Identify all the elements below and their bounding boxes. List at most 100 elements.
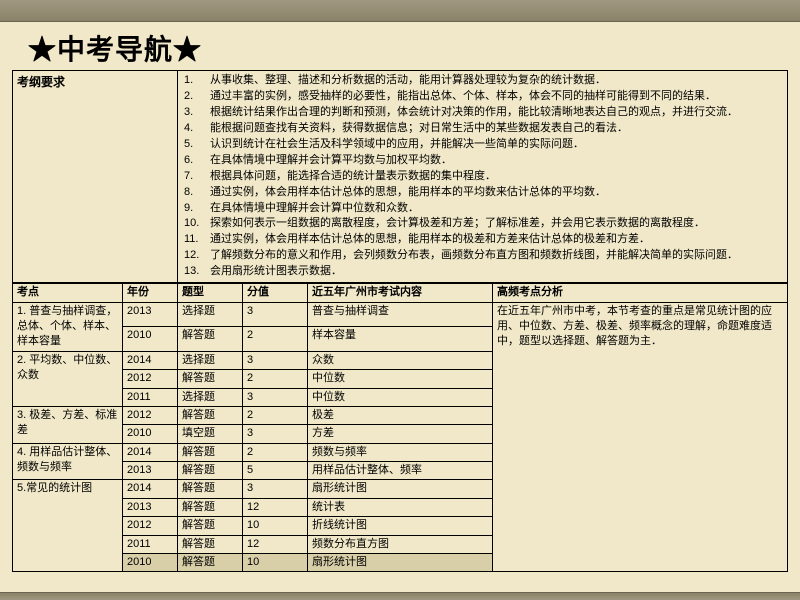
requirement-item: 9.在具体情境中理解并会计算中位数和众数． [182,201,783,217]
topic-cell: 1. 普查与抽样调查，总体、个体、样本、样本容量 [13,302,123,351]
requirements-cell: 1.从事收集、整理、描述和分析数据的活动，能用计算器处理较为复杂的统计数据．2.… [178,71,788,283]
requirement-number: 9. [182,201,210,217]
cell-tx: 解答题 [178,443,243,461]
cell-nr: 扇形统计图 [308,480,493,498]
requirement-text: 在具体情境中理解并会计算中位数和众数． [210,201,783,217]
requirement-text: 通过实例，体会用样本估计总体的思想，能用样本的极差和方差来估计总体的极差和方差． [210,232,783,248]
requirement-text: 了解频数分布的意义和作用，会列频数分布表，画频数分布直方图和频数折线图，并能解决… [210,248,783,264]
requirement-item: 10.探索如何表示一组数据的离散程度，会计算极差和方差；了解标准差，并会用它表示… [182,216,783,232]
col-header-year: 年份 [123,284,178,302]
cell-fz: 10 [243,517,308,535]
cell-fz: 2 [243,327,308,352]
cell-fz: 3 [243,425,308,443]
cell-tx: 选择题 [178,351,243,369]
requirement-text: 根据具体问题，能选择合适的统计量表示数据的集中程度． [210,169,783,185]
requirement-item: 8.通过实例，体会用样本估计总体的思想，能用样本的平均数来估计总体的平均数． [182,185,783,201]
bottom-gradient-bar [0,592,800,600]
requirement-text: 能根据问题查找有关资料，获得数据信息；对日常生活中的某些数据发表自己的看法． [210,121,783,137]
topic-cell: 2. 平均数、中位数、众数 [13,351,123,406]
cell-fz: 3 [243,480,308,498]
requirement-item: 1.从事收集、整理、描述和分析数据的活动，能用计算器处理较为复杂的统计数据． [182,73,783,89]
cell-nr: 折线统计图 [308,517,493,535]
requirement-number: 6. [182,153,210,169]
kaodian-table: 考点 年份 题型 分值 近五年广州市考试内容 高频考点分析 1. 普查与抽样调查… [12,283,788,572]
requirement-item: 5.认识到统计在社会生活及科学领域中的应用，并能解决一些简单的实际问题． [182,137,783,153]
requirement-item: 11.通过实例，体会用样本估计总体的思想，能用样本的极差和方差来估计总体的极差和… [182,232,783,248]
cell-yr: 2010 [123,554,178,572]
cell-fz: 3 [243,351,308,369]
cell-nr: 统计表 [308,498,493,516]
requirement-number: 1. [182,73,210,89]
requirement-item: 12.了解频数分布的意义和作用，会列频数分布表，画频数分布直方图和频数折线图，并… [182,248,783,264]
requirement-number: 5. [182,137,210,153]
requirement-item: 2.通过丰富的实例，感受抽样的必要性，能指出总体、个体、样本，体会不同的抽样可能… [182,89,783,105]
cell-nr: 方差 [308,425,493,443]
cell-nr: 中位数 [308,370,493,388]
cell-nr: 频数分布直方图 [308,535,493,553]
cell-yr: 2012 [123,406,178,424]
cell-tx: 解答题 [178,370,243,388]
outline-table: 考纲要求 1.从事收集、整理、描述和分析数据的活动，能用计算器处理较为复杂的统计… [12,70,788,283]
requirement-item: 4.能根据问题查找有关资料，获得数据信息；对日常生活中的某些数据发表自己的看法． [182,121,783,137]
cell-tx: 解答题 [178,406,243,424]
cell-tx: 解答题 [178,535,243,553]
requirement-number: 8. [182,185,210,201]
requirement-number: 7. [182,169,210,185]
cell-nr: 众数 [308,351,493,369]
cell-yr: 2011 [123,535,178,553]
analysis-cell: 在近五年广州市中考，本节考查的重点是常见统计图的应用、中位数、方差、极差、频率概… [493,302,788,572]
content-area: 考纲要求 1.从事收集、整理、描述和分析数据的活动，能用计算器处理较为复杂的统计… [0,70,800,572]
topic-cell: 5.常见的统计图 [13,480,123,572]
requirement-text: 根据统计结果作出合理的判断和预测，体会统计对决策的作用，能比较清晰地表达自己的观… [210,105,783,121]
cell-yr: 2014 [123,443,178,461]
table-row: 1. 普查与抽样调查，总体、个体、样本、样本容量2013选择题3普查与抽样调查在… [13,302,788,327]
cell-fz: 2 [243,406,308,424]
cell-nr: 中位数 [308,388,493,406]
requirement-number: 3. [182,105,210,121]
requirement-number: 12. [182,248,210,264]
cell-nr: 扇形统计图 [308,554,493,572]
cell-tx: 解答题 [178,554,243,572]
cell-tx: 解答题 [178,327,243,352]
requirement-text: 在具体情境中理解并会计算平均数与加权平均数． [210,153,783,169]
cell-fz: 2 [243,443,308,461]
cell-tx: 选择题 [178,388,243,406]
cell-yr: 2010 [123,425,178,443]
cell-fz: 3 [243,302,308,327]
col-header-content: 近五年广州市考试内容 [308,284,493,302]
cell-fz: 2 [243,370,308,388]
cell-yr: 2013 [123,302,178,327]
cell-yr: 2013 [123,462,178,480]
cell-tx: 解答题 [178,517,243,535]
requirement-number: 2. [182,89,210,105]
cell-tx: 解答题 [178,498,243,516]
cell-nr: 样本容量 [308,327,493,352]
cell-fz: 5 [243,462,308,480]
requirement-text: 通过丰富的实例，感受抽样的必要性，能指出总体、个体、样本，体会不同的抽样可能得到… [210,89,783,105]
cell-fz: 12 [243,535,308,553]
cell-tx: 解答题 [178,462,243,480]
requirement-text: 会用扇形统计图表示数据． [210,264,783,280]
requirement-text: 探索如何表示一组数据的离散程度，会计算极差和方差；了解标准差，并会用它表示数据的… [210,216,783,232]
requirement-item: 6.在具体情境中理解并会计算平均数与加权平均数． [182,153,783,169]
outline-label-cell: 考纲要求 [13,71,178,283]
cell-yr: 2014 [123,351,178,369]
topic-cell: 4. 用样品估计整体、频数与频率 [13,443,123,480]
page-title: ★中考导航★ [0,22,800,70]
cell-tx: 选择题 [178,302,243,327]
col-header-analysis: 高频考点分析 [493,284,788,302]
cell-fz: 12 [243,498,308,516]
requirement-number: 4. [182,121,210,137]
cell-yr: 2014 [123,480,178,498]
cell-yr: 2012 [123,517,178,535]
cell-yr: 2013 [123,498,178,516]
cell-yr: 2011 [123,388,178,406]
top-gradient-bar [0,0,800,22]
cell-fz: 3 [243,388,308,406]
topic-cell: 3. 极差、方差、标准差 [13,406,123,443]
cell-nr: 用样品估计整体、频率 [308,462,493,480]
col-header-type: 题型 [178,284,243,302]
cell-fz: 10 [243,554,308,572]
col-header-score: 分值 [243,284,308,302]
requirement-text: 通过实例，体会用样本估计总体的思想，能用样本的平均数来估计总体的平均数． [210,185,783,201]
